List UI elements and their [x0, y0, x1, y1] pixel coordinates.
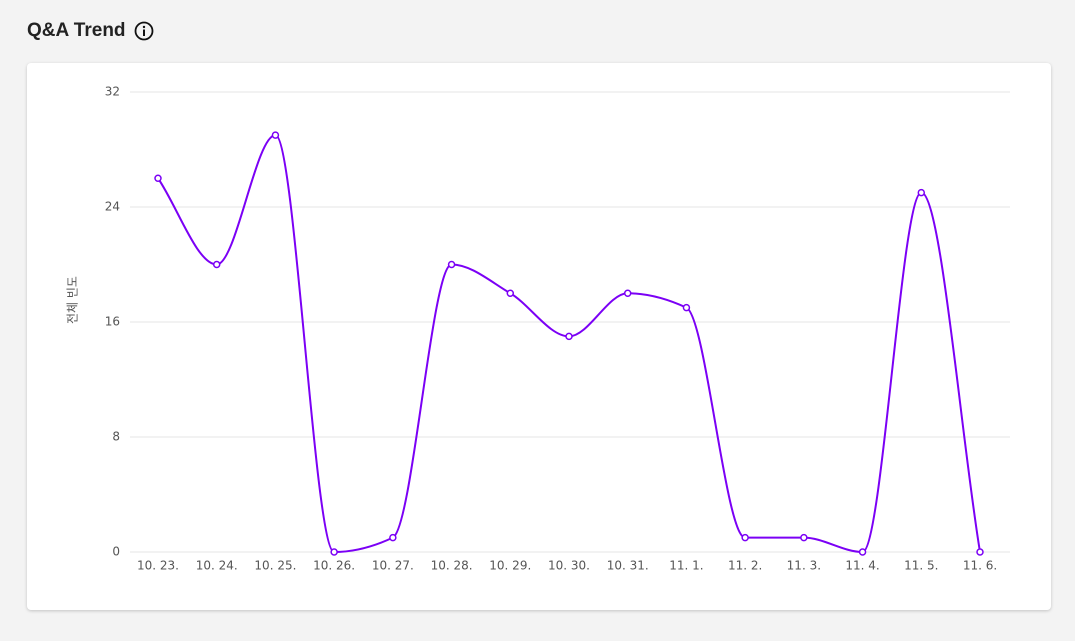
x-tick-label: 11. 2.	[728, 559, 762, 573]
point	[623, 289, 632, 297]
point	[330, 548, 338, 556]
point	[800, 533, 808, 542]
point	[976, 548, 984, 556]
x-tick-label: 10. 27.	[372, 559, 414, 573]
x-tick-label: 11. 4.	[845, 559, 879, 573]
y-tick-label: 8	[112, 430, 120, 444]
info-icon[interactable]	[134, 21, 154, 41]
point	[741, 533, 749, 542]
point	[858, 548, 867, 556]
x-tick-label: 11. 5.	[904, 559, 938, 573]
point	[271, 131, 280, 139]
x-tick-label: 11. 6.	[963, 559, 997, 573]
x-tick-label: 10. 25.	[254, 559, 296, 573]
point	[154, 174, 162, 182]
point	[212, 260, 221, 269]
y-tick-label: 0	[112, 545, 120, 559]
x-tick-label: 10. 29.	[489, 559, 531, 573]
x-tick-label: 10. 26.	[313, 559, 355, 573]
y-tick-label: 24	[105, 200, 120, 214]
x-tick-label: 11. 1.	[669, 559, 703, 573]
point	[506, 289, 515, 297]
x-tick-label: 10. 23.	[137, 559, 179, 573]
y-tick-label: 32	[105, 85, 120, 99]
x-tick-label: 10. 31.	[607, 559, 649, 573]
y-axis-label: 전체 빈도	[66, 276, 80, 324]
y-tick-label: 16	[105, 315, 120, 329]
x-tick-label: 11. 3.	[787, 559, 821, 573]
x-tick-label: 10. 28.	[431, 559, 473, 573]
chart-card	[27, 63, 1051, 610]
point	[447, 260, 456, 269]
x-tick-label: 10. 24.	[196, 559, 238, 573]
chart-title: Q&A Trend	[27, 20, 126, 41]
point	[917, 188, 926, 197]
point	[565, 332, 573, 341]
line	[157, 134, 981, 554]
point	[682, 303, 691, 312]
title-row: Q&A Trend	[27, 20, 154, 42]
point	[389, 533, 397, 542]
x-tick-label: 10. 30.	[548, 559, 590, 573]
